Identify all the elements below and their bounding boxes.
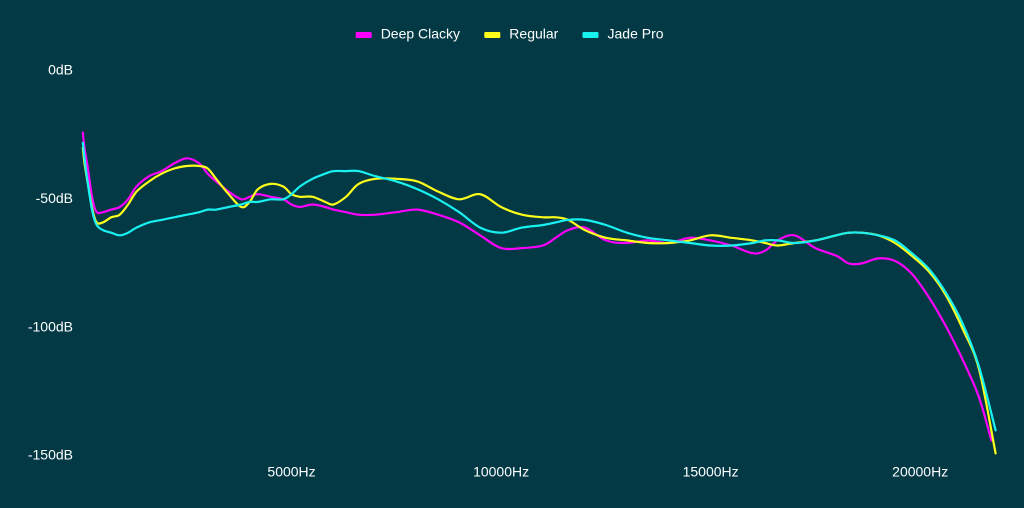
y-tick-label: -150dB [28,447,73,463]
plot-lines [81,131,997,455]
y-tick-label: -100dB [28,318,73,334]
series-line-deep-clacky [81,131,993,442]
x-tick-label: 20000Hz [892,464,948,480]
legend-item-regular[interactable]: Regular [484,26,559,42]
legend-label: Regular [509,26,558,42]
y-tick-label: -50dB [36,190,73,206]
series-line-jade-pro [81,141,997,432]
legend-label: Deep Clacky [381,26,460,42]
x-tick-label: 15000Hz [683,464,739,480]
legend-swatch [355,32,372,38]
legend-item-jade-pro[interactable]: Jade Pro [582,26,664,42]
legend-item-deep-clacky[interactable]: Deep Clacky [355,26,460,42]
legend-swatch [484,32,501,38]
legend-swatch [582,32,599,38]
x-tick-label: 10000Hz [473,464,529,480]
x-tick-label: 5000Hz [267,464,315,480]
legend: Deep Clacky Regular Jade Pro [355,26,664,42]
y-tick-label: 0dB [48,62,73,78]
legend-label: Jade Pro [608,26,664,42]
x-axis: 5000Hz 10000Hz 15000Hz 20000Hz [267,464,948,480]
y-axis: 0dB -50dB -100dB -150dB [28,62,73,463]
